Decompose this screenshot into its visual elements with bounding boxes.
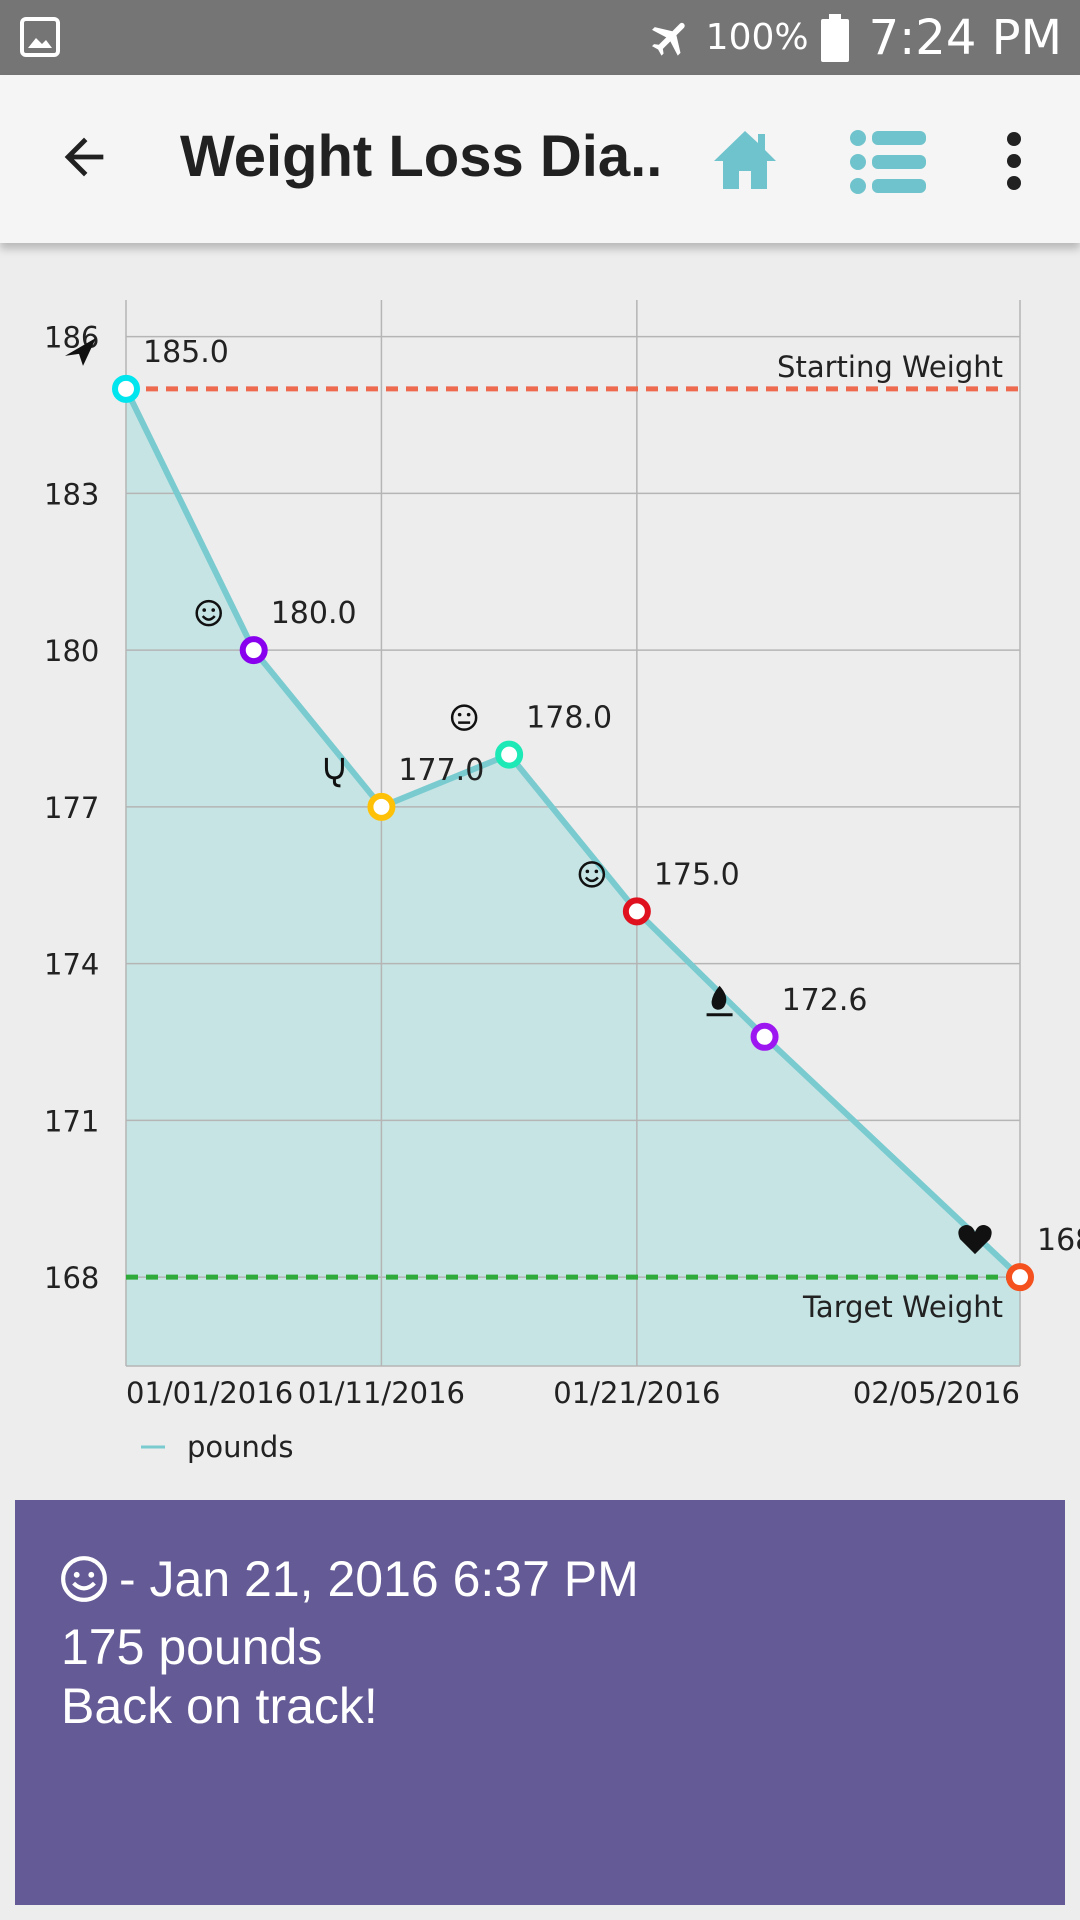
y-tick-label: 183 [44,477,99,511]
entry-detail-card[interactable]: - Jan 21, 2016 6:37 PM 175 pounds Back o… [15,1500,1065,1905]
series-area [126,388,1020,1366]
smile-icon [61,1556,107,1602]
airplane-mode-icon [651,22,685,56]
entry-note: Back on track! [61,1678,378,1734]
y-tick-label: 171 [44,1104,99,1138]
data-point [495,740,524,769]
fire-icon [706,985,733,1017]
data-point [750,1022,779,1051]
x-tick-label: 01/21/2016 [553,1376,720,1410]
data-label: 172.6 [782,983,868,1018]
gallery-icon [20,17,60,57]
smile-icon [195,599,222,627]
weight-chart-svg[interactable]: 186 183 180 177 174 171 168 01/01/2016 01/11/201… [0,243,1080,1483]
reference-line-label: Target Weight [802,1290,1003,1324]
app-bar: Weight Loss Dia... [0,75,1080,243]
data-point [622,897,651,926]
x-tick-label: 01/01/2016 [126,1376,293,1410]
data-label: 185.0 [143,335,229,370]
weight-chart: 186 183 180 177 174 171 168 01/01/2016 01/11/201… [0,243,1080,1483]
stethoscope-icon [324,757,344,788]
more-vert-icon[interactable] [998,131,1030,191]
y-tick-label: 168 [44,1261,99,1295]
clock: 7:24 PM [868,9,1062,66]
send-icon [65,337,96,366]
entry-date: - Jan 21, 2016 6:37 PM [119,1551,639,1607]
x-tick-label: 01/11/2016 [298,1376,465,1410]
legend-label: pounds [187,1430,293,1464]
entry-header: - Jan 21, 2016 6:37 PM [59,1550,639,1608]
data-point [239,636,268,665]
neutral-face-icon [450,704,478,731]
data-label: 180.0 [271,596,357,631]
data-point [112,374,140,403]
y-tick-label: 186 [44,321,99,355]
data-point [1006,1263,1034,1292]
back-arrow-icon[interactable] [55,128,113,186]
list-icon[interactable] [850,129,926,195]
data-label: 175.0 [654,857,740,892]
home-icon[interactable] [710,125,780,195]
data-label: 168. [1037,1223,1080,1258]
data-label: 178.0 [526,701,612,736]
status-bar: 100% 7:24 PM [0,0,1080,75]
page-title: Weight Loss Dia... [180,124,660,189]
battery-icon [820,13,849,62]
smile-icon [578,861,606,888]
y-tick-label: 180 [44,634,99,668]
y-tick-label: 177 [44,791,99,825]
reference-line-label: Starting Weight [777,350,1003,384]
y-tick-label: 174 [44,948,99,982]
data-point [367,792,396,821]
data-label: 177.0 [398,753,484,788]
battery-percent: 100% [705,17,809,58]
x-tick-label: 02/05/2016 [853,1376,1020,1410]
entry-weight: 175 pounds [61,1619,323,1675]
heart-icon [958,1225,992,1255]
